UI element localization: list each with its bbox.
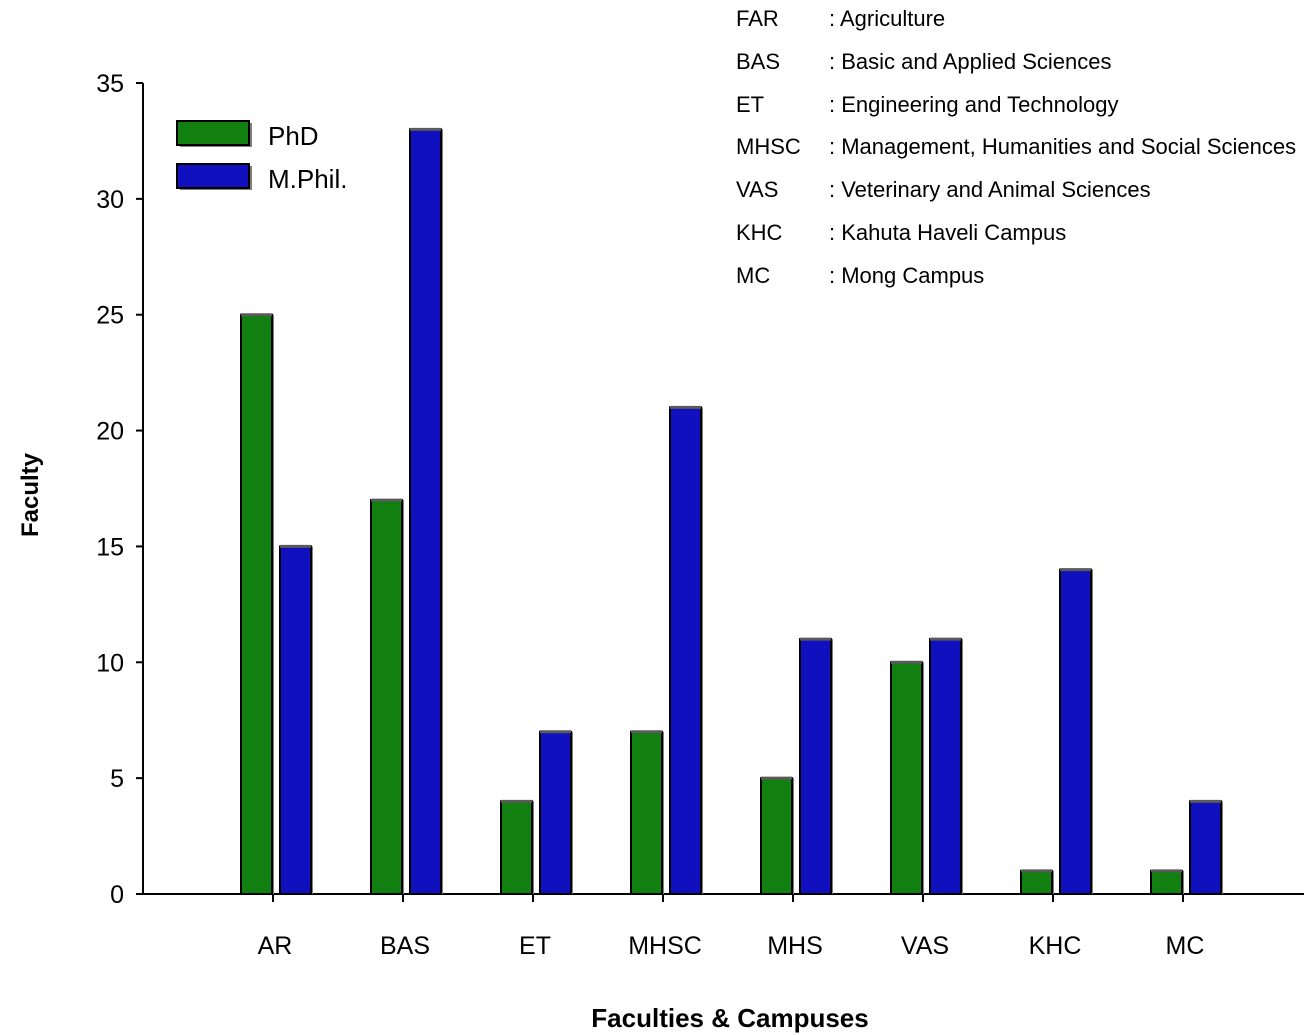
y-tick-label: 25 — [96, 302, 124, 330]
abbreviation-description: : Veterinary and Animal Sciences — [829, 177, 1151, 203]
legend: PhD M.Phil. — [176, 120, 347, 194]
abbreviation-description: : Kahuta Haveli Campus — [829, 219, 1067, 245]
bars — [240, 127, 1223, 896]
abbreviation-code: BAS — [736, 48, 781, 74]
y-tick-label: 10 — [96, 649, 124, 677]
legend-label: PhD — [268, 121, 319, 151]
bar-mphil — [409, 128, 442, 896]
bar-phd — [760, 777, 793, 896]
bar-mphil — [929, 638, 962, 895]
x-axis-label: Faculties & Campuses — [591, 1003, 868, 1033]
chart-axes — [142, 83, 1304, 895]
abbreviation-description: : Mong Campus — [829, 262, 985, 288]
bar-mphil — [1189, 800, 1222, 895]
y-tick-label: 0 — [110, 881, 124, 909]
y-tick-label: 15 — [96, 533, 124, 561]
y-tick-label: 20 — [96, 418, 124, 446]
abbreviation-code: MHSC — [736, 134, 801, 160]
bar-phd — [1150, 869, 1183, 895]
abbreviation-code: FAR — [736, 6, 779, 31]
abbreviation-description: : Management, Humanities and Social Scie… — [829, 134, 1297, 160]
y-axis-label: Faculty — [17, 452, 44, 537]
x-axis-ticks: AR BAS ET MHSC MHS VAS KHC MC — [258, 894, 1205, 960]
bar-phd — [890, 661, 923, 895]
abbreviation-code: KHC — [736, 219, 783, 245]
abbreviation-code: ET — [736, 91, 765, 117]
abbreviation-description: : Basic and Applied Sciences — [829, 48, 1112, 74]
abbreviation-description: : Agriculture — [829, 6, 946, 31]
bar-phd — [1020, 869, 1053, 895]
y-tick-label: 5 — [110, 765, 124, 793]
x-tick-label: VAS — [901, 932, 949, 960]
bar-phd — [630, 730, 663, 895]
bar-phd — [500, 800, 533, 895]
x-tick-label: MHS — [767, 932, 823, 960]
y-tick-label: 35 — [96, 70, 124, 98]
legend-swatch-mphil — [176, 163, 250, 189]
bar-mphil — [279, 545, 312, 896]
legend-label: M.Phil. — [268, 164, 347, 194]
bar-phd — [370, 499, 403, 895]
x-tick-label: BAS — [380, 932, 430, 960]
bar-mphil — [799, 638, 832, 895]
x-tick-label: ET — [519, 932, 551, 960]
abbreviation-code: VAS — [736, 177, 779, 203]
abbreviation-description: : Engineering and Technology — [829, 91, 1119, 117]
bar-phd — [240, 313, 273, 895]
y-tick-label: 30 — [96, 186, 124, 214]
bar-mphil — [1059, 568, 1092, 895]
abbreviation-code: MC — [736, 262, 771, 288]
x-tick-label: MHSC — [628, 932, 702, 960]
y-axis-ticks: 0 5 10 15 20 25 30 35 — [96, 70, 143, 909]
legend-swatch-phd — [176, 120, 250, 146]
bar-mphil — [669, 406, 702, 895]
x-tick-label: KHC — [1029, 932, 1082, 960]
x-tick-label: MC — [1166, 932, 1205, 960]
x-tick-label: AR — [258, 932, 293, 960]
bar-mphil — [539, 730, 572, 895]
